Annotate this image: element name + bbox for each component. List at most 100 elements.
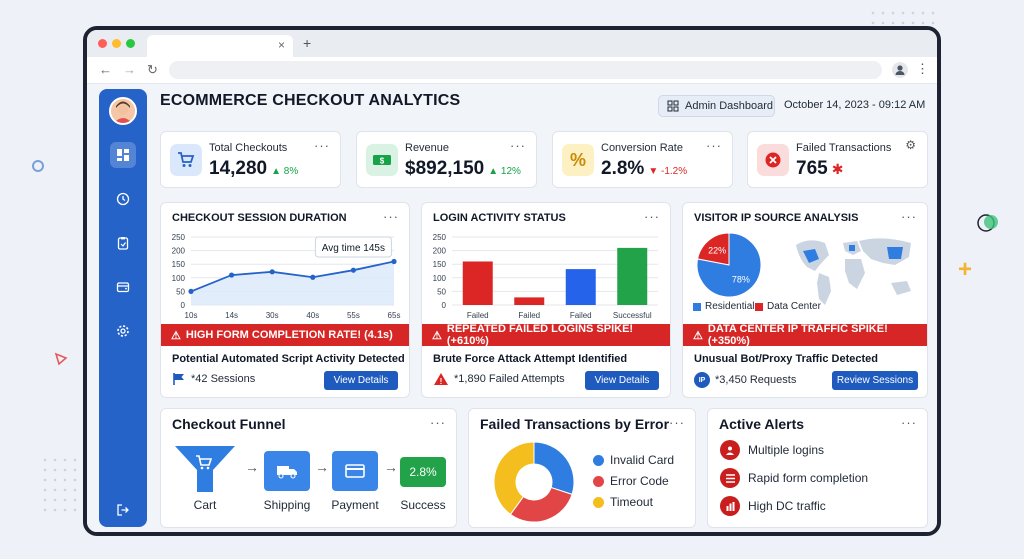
pie-slice — [533, 441, 575, 495]
x-tick-label: 14s — [225, 311, 238, 320]
clipboard-icon[interactable] — [110, 230, 136, 256]
pie-slice — [696, 232, 762, 298]
legend-residential: Residential — [693, 301, 754, 312]
panel-metric: *42 Sessions — [172, 372, 255, 386]
slice-label: 22% — [708, 246, 726, 256]
x-tick-label: 30s — [266, 311, 279, 320]
kpi-card-total-checkouts: Total Checkouts 14,280 ▲ 8% ··· — [160, 131, 341, 188]
tooltip-text: Avg time 145s — [322, 243, 385, 254]
review-sessions-button[interactable]: Review Sessions — [832, 371, 918, 390]
panel-menu-icon[interactable]: ··· — [383, 209, 399, 224]
view-details-button[interactable]: View Details — [324, 371, 398, 390]
alert-item[interactable]: Multiple logins — [720, 440, 824, 460]
legend-label: Data Center — [767, 301, 821, 312]
y-tick-label: 150 — [433, 260, 447, 269]
card-menu-icon[interactable]: ··· — [706, 138, 722, 153]
y-tick-label: 200 — [433, 247, 447, 256]
svg-text:$: $ — [380, 157, 385, 166]
world-map-image — [796, 238, 911, 305]
settings-gear-icon[interactable]: ⚙ — [905, 138, 917, 152]
alert-text: REPEATED FAILED LOGINS SPIKE! (+610%) — [446, 323, 634, 347]
legend-data-center: Data Center — [755, 301, 821, 312]
data-point — [350, 267, 356, 273]
address-bar-row: ← → ↻ ⋮ — [87, 57, 937, 84]
arrow-icon: → — [315, 459, 329, 475]
panel-menu-icon[interactable]: ··· — [430, 415, 446, 430]
browser-tab[interactable]: × — [147, 35, 293, 57]
panel-title: VISITOR IP SOURCE ANALYSIS — [694, 212, 859, 224]
new-tab-button[interactable]: + — [303, 35, 312, 51]
forward-icon[interactable]: → — [123, 62, 136, 77]
ip-source-pie-chart: 22% 78% — [696, 232, 762, 298]
y-tick-label: 250 — [433, 233, 447, 242]
reload-icon[interactable]: ↻ — [147, 62, 158, 77]
pie-slice — [493, 441, 535, 516]
bar — [462, 261, 493, 305]
alert-item[interactable]: High DC traffic — [720, 496, 826, 516]
x-tick-label: 40s — [306, 311, 319, 320]
user-alert-icon — [720, 440, 740, 460]
avatar[interactable] — [109, 97, 137, 125]
logout-icon[interactable] — [110, 497, 136, 523]
funnel-step-label: Success — [400, 498, 446, 512]
bar — [565, 269, 596, 305]
funnel-cart-icon — [175, 446, 235, 492]
panel-title: Checkout Funnel — [172, 416, 286, 432]
admin-dashboard-button[interactable]: Admin Dashboard — [658, 95, 775, 117]
tab-close-icon[interactable]: × — [277, 38, 285, 52]
x-tick-label: Successful — [613, 311, 652, 320]
bar — [617, 247, 648, 305]
panel-menu-icon[interactable]: ··· — [669, 415, 685, 430]
panel-title: Failed Transactions by Error — [480, 416, 670, 432]
sidebar — [99, 89, 147, 527]
alert-text: HIGH FORM COMPLETION RATE! (4.1s) — [185, 329, 393, 341]
flag-icon — [173, 373, 184, 385]
url-input[interactable] — [169, 61, 882, 79]
view-details-button[interactable]: View Details — [585, 371, 659, 390]
legend-label: Invalid Card — [610, 453, 675, 467]
alert-item-label: Rapid form completion — [748, 471, 869, 485]
back-icon[interactable]: ← — [99, 62, 112, 77]
pie-slice — [696, 232, 730, 266]
profile-icon[interactable] — [892, 62, 908, 78]
kpi-value: 765 ✱ — [796, 158, 844, 179]
panel-menu-icon[interactable]: ··· — [901, 415, 917, 430]
error-donut-chart — [493, 441, 575, 523]
card-menu-icon[interactable]: ··· — [510, 138, 526, 153]
warning-icon: ⚠ — [171, 329, 181, 342]
clock-icon[interactable] — [110, 186, 136, 212]
browser-menu-icon[interactable]: ⋮ — [916, 61, 929, 76]
panel-active-alerts: Active Alerts ··· Multiple logins Rapid … — [707, 408, 928, 528]
data-point — [269, 269, 275, 275]
close-window-button[interactable] — [98, 39, 107, 48]
kpi-value: 14,280 ▲ 8% — [209, 158, 299, 179]
gear-icon[interactable] — [110, 318, 136, 344]
kpi-card-failed-transactions: Failed Transactions 765 ✱ ⚙ — [747, 131, 928, 188]
maximize-window-button[interactable] — [126, 39, 135, 48]
y-tick-label: 50 — [176, 287, 185, 296]
background-plus-decoration: + — [958, 256, 973, 283]
panel-menu-icon[interactable]: ··· — [644, 209, 660, 224]
y-tick-label: 200 — [172, 247, 186, 256]
alert-banner: ⚠ HIGH FORM COMPLETION RATE! (4.1s) — [161, 324, 409, 346]
card-menu-icon[interactable]: ··· — [314, 138, 330, 153]
alert-text: DATA CENTER IP TRAFFIC SPIKE! (+350%) — [707, 323, 888, 347]
x-tick-label: Failed — [467, 311, 489, 320]
payment-icon — [332, 451, 378, 491]
y-tick-label: 100 — [172, 274, 186, 283]
dashboard-icon[interactable] — [110, 142, 136, 168]
funnel-step-label: Shipping — [263, 498, 311, 512]
dashboard-app: ECOMMERCE CHECKOUT ANALYTICS Admin Dashb… — [87, 84, 937, 532]
panel-failed-by-error: Failed Transactions by Error ··· Invalid… — [468, 408, 696, 528]
kpi-label: Total Checkouts — [209, 142, 288, 154]
minimize-window-button[interactable] — [112, 39, 121, 48]
money-icon: $ — [366, 144, 398, 176]
browser-titlebar: × + — [87, 30, 937, 57]
alert-item[interactable]: Rapid form completion — [720, 468, 868, 488]
list-alert-icon — [720, 468, 740, 488]
panel-menu-icon[interactable]: ··· — [901, 209, 917, 224]
panel-subtitle: Brute Force Attack Attempt Identified — [433, 353, 628, 365]
background-triangle-decoration — [54, 352, 68, 371]
wallet-icon[interactable] — [110, 274, 136, 300]
slice-label: 78% — [732, 274, 750, 284]
